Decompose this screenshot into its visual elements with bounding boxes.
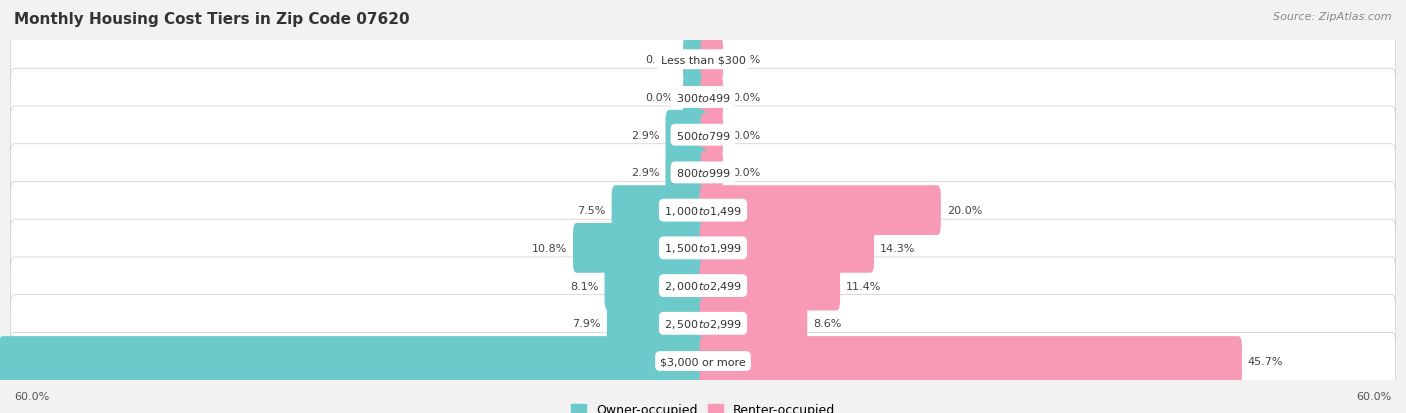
Text: Source: ZipAtlas.com: Source: ZipAtlas.com	[1274, 12, 1392, 22]
Text: 45.7%: 45.7%	[1249, 356, 1284, 366]
Text: 8.6%: 8.6%	[813, 318, 842, 328]
FancyBboxPatch shape	[665, 111, 707, 160]
FancyBboxPatch shape	[11, 107, 1395, 164]
FancyBboxPatch shape	[11, 31, 1395, 89]
Text: $1,500 to $1,999: $1,500 to $1,999	[664, 242, 742, 255]
FancyBboxPatch shape	[700, 77, 723, 119]
Text: 14.3%: 14.3%	[880, 243, 915, 253]
FancyBboxPatch shape	[700, 114, 723, 157]
Text: 0.0%: 0.0%	[645, 93, 673, 103]
Text: $300 to $499: $300 to $499	[675, 92, 731, 104]
FancyBboxPatch shape	[665, 148, 707, 198]
Text: 8.1%: 8.1%	[571, 281, 599, 291]
Legend: Owner-occupied, Renter-occupied: Owner-occupied, Renter-occupied	[567, 398, 839, 413]
FancyBboxPatch shape	[700, 261, 841, 311]
FancyBboxPatch shape	[11, 145, 1395, 202]
FancyBboxPatch shape	[700, 39, 723, 81]
FancyBboxPatch shape	[11, 257, 1395, 314]
Text: 10.8%: 10.8%	[531, 243, 567, 253]
FancyBboxPatch shape	[11, 182, 1395, 239]
Text: 2.9%: 2.9%	[631, 131, 659, 140]
Text: 7.5%: 7.5%	[578, 206, 606, 216]
FancyBboxPatch shape	[574, 223, 707, 273]
FancyBboxPatch shape	[607, 299, 707, 348]
Text: 2.9%: 2.9%	[631, 168, 659, 178]
FancyBboxPatch shape	[700, 336, 1241, 386]
Text: 11.4%: 11.4%	[846, 281, 882, 291]
FancyBboxPatch shape	[700, 152, 723, 194]
FancyBboxPatch shape	[0, 336, 707, 386]
FancyBboxPatch shape	[11, 295, 1395, 352]
FancyBboxPatch shape	[11, 332, 1395, 390]
FancyBboxPatch shape	[700, 299, 807, 348]
Text: 0.0%: 0.0%	[733, 55, 761, 65]
Text: $3,000 or more: $3,000 or more	[661, 356, 745, 366]
FancyBboxPatch shape	[683, 77, 706, 119]
Text: 0.0%: 0.0%	[733, 131, 761, 140]
Text: $800 to $999: $800 to $999	[675, 167, 731, 179]
Text: 7.9%: 7.9%	[572, 318, 602, 328]
FancyBboxPatch shape	[700, 223, 875, 273]
Text: Less than $300: Less than $300	[661, 55, 745, 65]
Text: $1,000 to $1,499: $1,000 to $1,499	[664, 204, 742, 217]
Text: 0.0%: 0.0%	[733, 93, 761, 103]
FancyBboxPatch shape	[605, 261, 707, 311]
Text: Monthly Housing Cost Tiers in Zip Code 07620: Monthly Housing Cost Tiers in Zip Code 0…	[14, 12, 409, 27]
Text: 60.0%: 60.0%	[1357, 392, 1392, 401]
FancyBboxPatch shape	[11, 220, 1395, 277]
Text: 20.0%: 20.0%	[946, 206, 981, 216]
FancyBboxPatch shape	[683, 39, 706, 81]
Text: 0.0%: 0.0%	[645, 55, 673, 65]
Text: 60.0%: 60.0%	[14, 392, 49, 401]
Text: $2,000 to $2,499: $2,000 to $2,499	[664, 280, 742, 292]
FancyBboxPatch shape	[11, 69, 1395, 126]
FancyBboxPatch shape	[612, 186, 707, 235]
Text: $500 to $799: $500 to $799	[675, 129, 731, 141]
Text: $2,500 to $2,999: $2,500 to $2,999	[664, 317, 742, 330]
Text: 0.0%: 0.0%	[733, 168, 761, 178]
FancyBboxPatch shape	[700, 186, 941, 235]
